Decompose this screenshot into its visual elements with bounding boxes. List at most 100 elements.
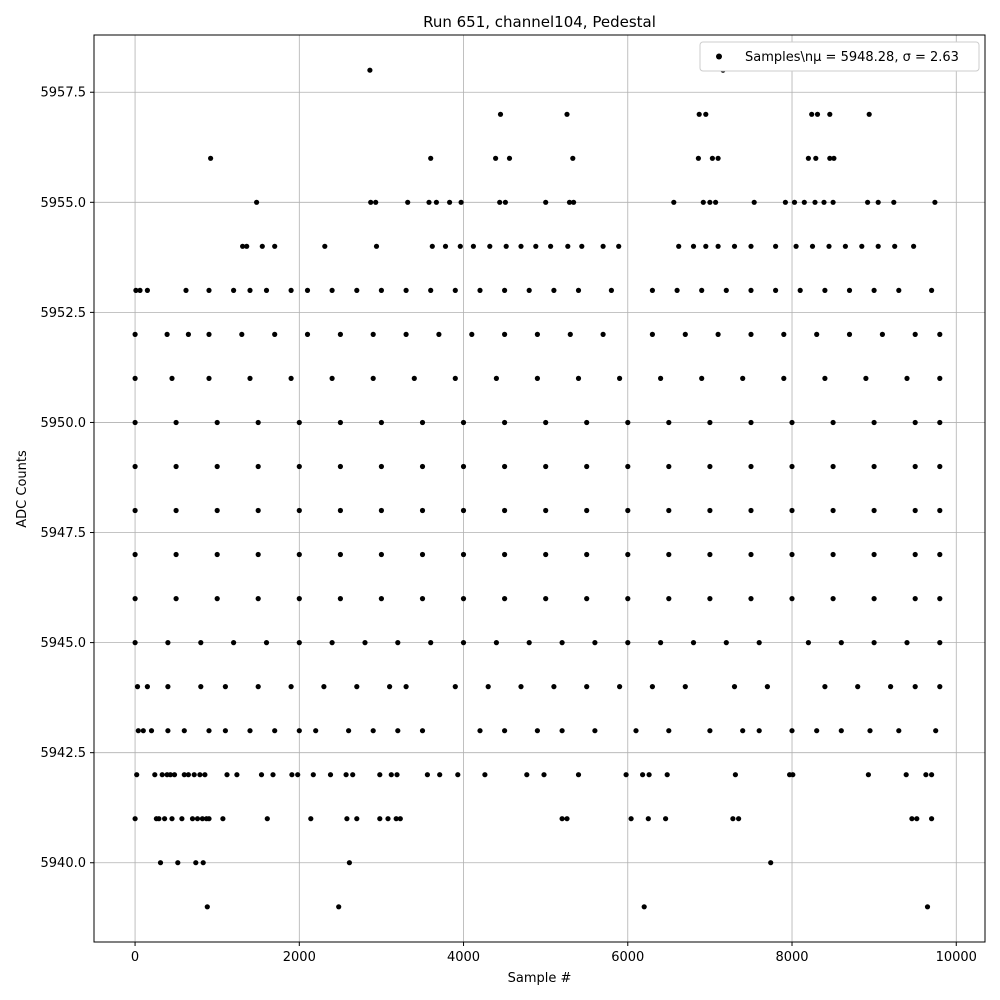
data-point [370,728,376,734]
data-point [497,199,503,205]
data-point [231,287,237,293]
data-point [181,772,187,778]
data-point [732,772,739,778]
data-point [600,331,606,337]
data-point [442,243,449,249]
data-point [173,463,179,470]
data-point [157,860,164,866]
data-point [378,507,384,514]
data-point [419,463,426,470]
data-point [871,507,877,514]
legend: Samples\nμ = 5948.28, σ = 2.63 [699,41,980,72]
x-tick-label: 10000 [936,950,977,965]
data-point [506,155,513,161]
data-point [132,331,138,337]
data-point [570,155,576,161]
data-point [703,111,709,117]
data-point [354,816,360,822]
data-point [132,463,138,470]
data-point [715,331,721,337]
data-point [892,243,898,249]
data-point [429,243,435,249]
data-point [830,199,836,205]
data-point [676,243,682,249]
data-point [502,419,508,426]
data-point [179,816,185,822]
data-point [703,243,709,249]
data-point [393,816,399,822]
data-point [912,419,918,426]
data-point [132,551,138,558]
data-point [649,684,656,690]
data-point [433,199,439,205]
data-point [896,728,902,734]
data-point [455,772,461,778]
data-point [436,331,442,337]
data-point [460,419,467,426]
data-point [288,287,294,293]
data-point [814,111,821,117]
data-point [270,772,276,778]
data-point [310,772,316,778]
data-point [584,419,590,426]
data-point [830,419,836,426]
data-point [327,772,334,778]
data-point [344,816,350,822]
data-point [329,287,335,293]
data-point [859,243,865,249]
data-point [912,507,918,514]
data-point [244,243,250,249]
data-point [133,287,139,293]
data-point [649,331,656,337]
data-point [791,199,798,205]
data-point [214,419,220,426]
data-point [206,375,212,381]
data-point [132,507,138,514]
legend-series-stats: μ = 5948.28, σ = 2.63 [813,50,959,65]
data-point [185,772,191,778]
data-point [781,375,787,381]
x-axis-ticks: 0 2000 4000 6000 8000 10000 [131,942,977,965]
data-point [756,640,762,646]
data-point [707,199,713,205]
data-point [234,772,240,778]
data-point [830,596,836,602]
data-point [162,816,168,822]
data-point [623,772,629,778]
data-point [206,331,212,337]
data-point [666,463,672,470]
data-point [231,640,237,646]
data-point [608,287,615,293]
data-point [395,728,401,734]
data-point [132,375,138,381]
data-point [625,551,631,558]
data-point [838,728,844,734]
data-point [296,640,302,646]
data-point [428,155,434,161]
data-point [240,243,246,249]
data-point [937,551,943,558]
data-point [502,596,508,602]
data-point [296,551,302,558]
data-point [575,375,582,381]
data-point [793,243,799,249]
data-point [199,816,205,822]
y-axis-label: ADC Counts [15,450,30,528]
data-point [321,684,327,690]
data-point [194,816,201,822]
data-point [470,243,476,249]
data-point [809,243,816,249]
data-point [493,640,499,646]
data-point [584,596,590,602]
data-point [937,419,943,426]
data-point [592,728,598,734]
data-point [671,199,677,205]
data-point [723,640,729,646]
data-point [867,728,873,734]
data-point [914,816,920,822]
data-point [625,419,631,426]
data-point [666,419,672,426]
data-point [173,419,179,426]
data-point [247,375,253,381]
data-point [288,684,294,690]
